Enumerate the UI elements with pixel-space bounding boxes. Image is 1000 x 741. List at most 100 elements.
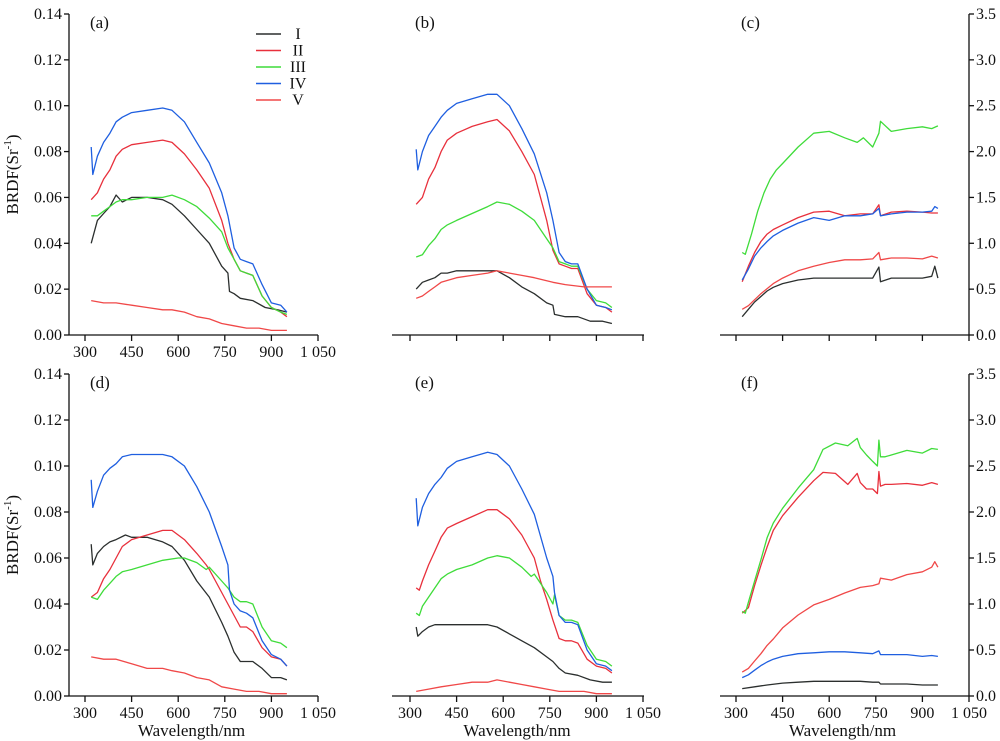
series-line-I [90, 194, 288, 313]
series-line-IV [90, 107, 288, 313]
x-tick-label: 750 [213, 344, 237, 361]
series-line-IV [415, 93, 613, 311]
series-line-IV [415, 451, 613, 672]
y-tick-label: 0.08 [34, 144, 62, 161]
panel-label: (a) [90, 13, 109, 32]
y-tick-label: 0.02 [34, 642, 62, 659]
x-tick-label: 750 [538, 705, 562, 722]
x-axis-title: Wavelength/nm [138, 721, 245, 740]
series-line-II [415, 118, 613, 313]
legend-label: IV [290, 76, 307, 93]
x-tick-label: 600 [166, 705, 190, 722]
series-line-V [741, 251, 939, 310]
panel-label: (b) [415, 13, 435, 32]
y-tick-label-right: 3.5 [976, 6, 996, 23]
x-tick-label: 300 [724, 705, 748, 722]
series-line-V [91, 656, 287, 695]
x-tick-label: 900 [584, 705, 608, 722]
x-tick-label: 1 050 [951, 705, 987, 722]
y-tick-label: 0.10 [34, 458, 62, 475]
y-tick-label-right: 3.5 [976, 366, 996, 383]
x-tick-label: 750 [213, 705, 237, 722]
series-line-IV [741, 650, 938, 679]
y-axis-title: BRDF(Sr-1) [2, 495, 22, 575]
series-line-II [90, 529, 288, 667]
x-tick-label: 300 [73, 705, 97, 722]
x-tick-label: 900 [910, 705, 934, 722]
y-tick-label: 0.12 [34, 412, 62, 429]
y-tick-label-right: 1.0 [976, 596, 996, 613]
x-tick-label: 300 [398, 705, 422, 722]
series-line-III [415, 555, 613, 667]
y-tick-label-right: 0.5 [976, 642, 996, 659]
x-axis-title: Wavelength/nm [789, 721, 896, 740]
y-tick-label-right: 3.0 [976, 52, 996, 69]
x-tick-label: 900 [259, 344, 283, 361]
legend-label: I [295, 26, 300, 43]
series-line-V [91, 299, 287, 332]
y-axis-title: BRDF(Sr-1) [2, 134, 22, 214]
series-line-IV [741, 205, 939, 281]
y-tick-label: 0.04 [34, 235, 62, 252]
y-tick-label-right: 2.0 [976, 144, 996, 161]
y-tick-label-right: 0.5 [976, 281, 996, 298]
y-tick-label: 0.14 [34, 6, 62, 23]
y-tick-label: 0.12 [34, 52, 62, 69]
y-tick-label: 0.02 [34, 281, 62, 298]
series-line-IV [90, 453, 288, 667]
x-tick-label: 1 050 [300, 344, 336, 361]
panel-d: 300 450 600 750 900 1 050 0.00 0.02 0.04 0.06 0.08… [2, 366, 336, 740]
x-tick-label: 750 [864, 705, 888, 722]
panel-label: (d) [90, 373, 110, 392]
y-tick-label-right: 3.0 [976, 412, 996, 429]
y-tick-label-right: 1.0 [976, 235, 996, 252]
series-line-I [90, 534, 288, 681]
legend-label: V [292, 92, 304, 109]
y-tick-label: 0.14 [34, 366, 62, 383]
y-tick-label-right: 2.0 [976, 504, 996, 521]
x-tick-label: 450 [120, 344, 144, 361]
series-line-I [742, 680, 938, 690]
panel-label: (c) [741, 13, 760, 32]
x-tick-label: 450 [771, 705, 795, 722]
y-tick-label-right: 0.0 [976, 688, 996, 705]
series-line-III [91, 194, 288, 316]
series-line-V [416, 679, 612, 695]
panel-c: 0.0 0.5 1.0 1.5 2.0 2.5 3.0 3.5 (c) [720, 6, 996, 344]
y-tick-label: 0.06 [34, 189, 62, 206]
series-line-II [415, 509, 613, 674]
y-tick-label-right: 0.0 [976, 327, 996, 344]
y-tick-label: 0.10 [34, 98, 62, 115]
y-tick-label: 0.06 [34, 550, 62, 567]
y-tick-label-right: 1.5 [976, 189, 996, 206]
panel-e: 300 450 600 750 900 1 050 Wavelength/nm (e) [392, 373, 661, 740]
series-line-V [415, 270, 612, 299]
panel-label: (e) [415, 373, 434, 392]
series-line-II [741, 470, 939, 614]
y-tick-label: 0.00 [34, 688, 62, 705]
x-tick-label: 600 [166, 344, 190, 361]
x-tick-label: 300 [73, 344, 97, 361]
y-tick-label-right: 2.5 [976, 458, 996, 475]
series-line-III [90, 557, 288, 649]
panel-label: (f) [741, 373, 758, 392]
x-axis-title: Wavelength/nm [463, 721, 570, 740]
series-line-I [415, 270, 613, 325]
x-tick-label: 450 [120, 705, 144, 722]
y-tick-label: 0.08 [34, 504, 62, 521]
series-line-III [415, 201, 613, 309]
series-line-V [741, 561, 939, 673]
series-line-III [741, 120, 939, 255]
legend-label: III [290, 59, 306, 76]
panel-b: (b) [392, 13, 644, 341]
series-line-I [415, 624, 612, 683]
x-tick-label: 600 [491, 705, 515, 722]
y-tick-label-right: 1.5 [976, 550, 996, 567]
y-tick-label: 0.04 [34, 596, 62, 613]
x-tick-label: 1 050 [300, 705, 336, 722]
x-tick-label: 1 050 [625, 705, 661, 722]
x-tick-label: 900 [259, 705, 283, 722]
